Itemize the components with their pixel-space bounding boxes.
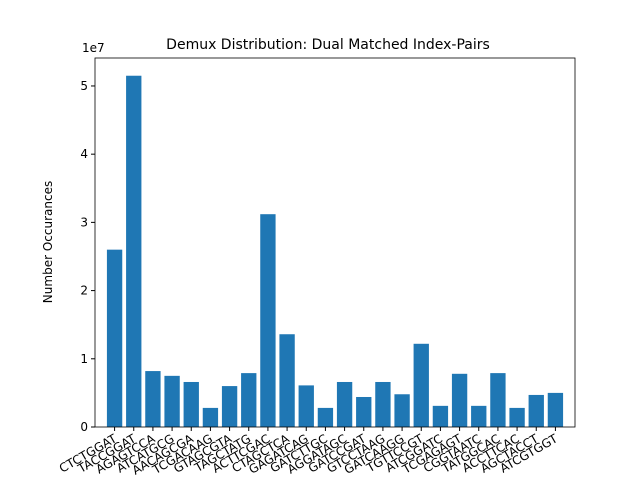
bar [202,407,219,427]
y-tick-label: 5 [80,79,88,93]
bar [106,249,123,427]
plot-frame [94,57,576,428]
bar [298,385,314,427]
y-tick-label: 2 [80,284,88,298]
bar [509,407,525,427]
bar [336,381,353,427]
bar [451,373,468,427]
chart-title: Demux Distribution: Dual Matched Index-P… [166,37,490,53]
bar [413,343,429,427]
bar [356,396,372,427]
bar [221,386,238,427]
bar [375,381,391,427]
bar [547,392,564,427]
y-tick-label: 3 [80,215,88,229]
y-axis-label: Number Occurances [41,181,55,303]
bar [145,371,161,427]
bar [394,394,410,427]
bar [260,214,276,427]
bar [126,75,142,427]
bar [183,381,199,427]
bar [471,405,487,427]
y-tick-label: 0 [80,420,88,434]
y-tick-label: 1 [80,352,88,366]
bar [432,405,449,427]
bar [528,394,544,427]
bar [164,375,180,427]
y-tick-label: 4 [80,147,88,161]
bar [279,334,295,427]
bar [490,373,506,427]
bar [241,373,257,427]
bar [317,407,334,427]
axis-offset: 1e7 [82,41,105,55]
